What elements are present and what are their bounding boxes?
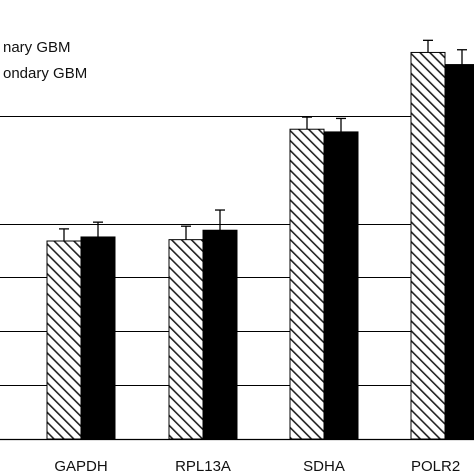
bar-primary-sdha <box>289 128 325 440</box>
bar-secondary-polr2a <box>444 64 474 440</box>
legend: nary GBM ondary GBM <box>3 39 87 82</box>
bars <box>46 39 474 440</box>
bar-secondary-rpl13a <box>202 229 238 440</box>
legend-label-primary: nary GBM <box>3 39 71 56</box>
bar-primary-rpl13a <box>168 239 204 440</box>
x-tick-label-polr2a: POLR2 <box>411 458 460 474</box>
legend-label-secondary: ondary GBM <box>3 65 87 82</box>
bar-secondary-gapdh <box>80 236 116 440</box>
bar-primary-gapdh <box>46 240 82 440</box>
x-tick-label-rpl13a: RPL13A <box>175 458 231 474</box>
x-tick-label-gapdh: GAPDH <box>54 458 107 474</box>
x-tick-label-sdha: SDHA <box>303 458 345 474</box>
bar-primary-polr2a <box>410 51 446 440</box>
bar-secondary-sdha <box>323 131 359 440</box>
x-tick-labels: GAPDH RPL13A SDHA POLR2 <box>54 458 460 474</box>
